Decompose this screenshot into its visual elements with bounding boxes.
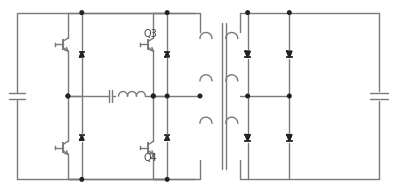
Circle shape [246, 11, 249, 14]
Text: Q3: Q3 [144, 29, 158, 39]
Circle shape [287, 94, 291, 98]
Circle shape [66, 94, 70, 98]
Polygon shape [165, 135, 169, 140]
Circle shape [152, 94, 155, 98]
Circle shape [80, 11, 84, 14]
Circle shape [198, 94, 202, 98]
Circle shape [246, 94, 249, 98]
Circle shape [166, 11, 169, 14]
Circle shape [287, 11, 291, 14]
Polygon shape [287, 51, 292, 57]
Text: Q4: Q4 [144, 153, 158, 163]
Polygon shape [80, 52, 84, 57]
Circle shape [80, 178, 84, 181]
Circle shape [152, 94, 155, 98]
Polygon shape [165, 52, 169, 57]
Circle shape [166, 178, 169, 181]
Circle shape [166, 94, 169, 98]
Polygon shape [245, 135, 250, 141]
Polygon shape [245, 51, 250, 57]
Polygon shape [287, 135, 292, 141]
Circle shape [66, 94, 70, 98]
Polygon shape [80, 135, 84, 140]
